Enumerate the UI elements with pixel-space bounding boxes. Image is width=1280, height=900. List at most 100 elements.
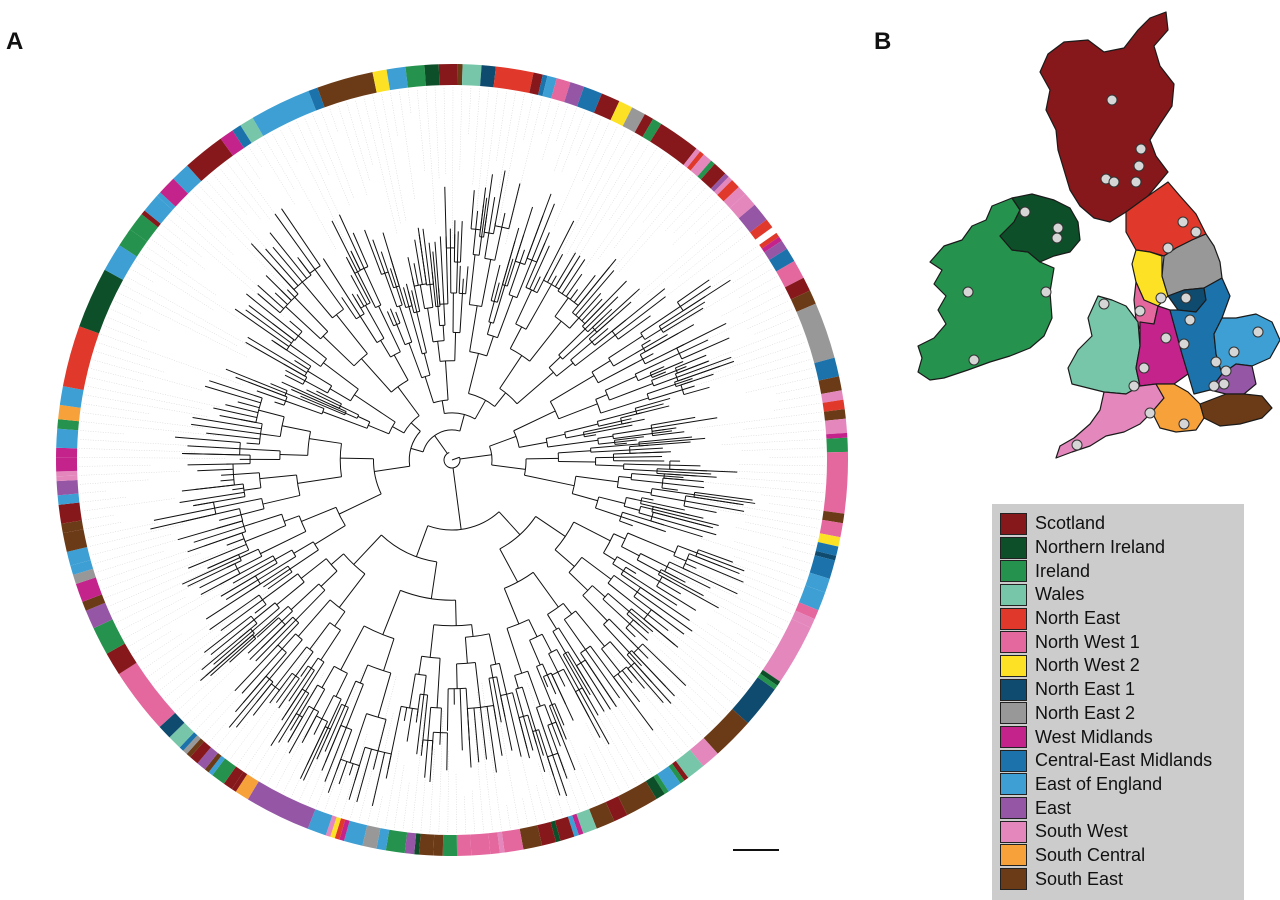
tree-branch xyxy=(330,553,344,565)
tree-branch xyxy=(673,545,679,556)
tree-branch xyxy=(444,360,449,400)
tree-branch xyxy=(316,715,328,723)
tree-branch xyxy=(543,672,552,678)
tree-branch xyxy=(473,708,480,763)
tree-branch xyxy=(580,662,611,710)
tip-guide-line xyxy=(734,541,811,564)
tree-branch xyxy=(306,389,341,407)
tree-branch xyxy=(424,740,429,778)
tree-branch xyxy=(262,573,299,601)
tree-branch xyxy=(660,301,706,330)
tree-branch xyxy=(225,579,259,601)
tree-branch xyxy=(544,704,553,724)
tree-branch xyxy=(639,437,706,445)
tree-branch xyxy=(320,629,341,661)
tree-branch xyxy=(674,381,677,387)
tree-branch xyxy=(558,328,586,356)
legend-label: North East 2 xyxy=(1035,702,1136,723)
tree-branch xyxy=(598,420,622,427)
tree-branch xyxy=(625,566,637,574)
tree-branch xyxy=(444,412,476,420)
tip-guide-line xyxy=(102,552,201,590)
tip-guide-line xyxy=(143,624,209,670)
tip-guide-line xyxy=(707,245,758,281)
tree-branch xyxy=(350,251,361,271)
tree-branch xyxy=(631,608,679,648)
tree-branch xyxy=(603,624,630,653)
tree-branch xyxy=(650,488,653,496)
tree-branch xyxy=(498,511,521,536)
tree-branch xyxy=(239,548,259,559)
tree-branch xyxy=(353,534,382,565)
tree-branch xyxy=(676,323,727,349)
tree-branch xyxy=(397,386,420,416)
tree-branch xyxy=(377,719,387,752)
tip-guide-line xyxy=(381,93,407,221)
tree-branch xyxy=(651,427,677,432)
tree-branch xyxy=(321,707,349,771)
tip-guide-line xyxy=(87,522,158,538)
tip-guide-line xyxy=(112,567,215,615)
ring-segment xyxy=(141,210,161,228)
tree-branch xyxy=(494,227,503,261)
map-region-scotland xyxy=(1039,11,1175,223)
tip-guide-line xyxy=(541,102,560,160)
tree-branch xyxy=(306,646,314,653)
tip-guide-line xyxy=(739,276,777,298)
tree-branch xyxy=(548,653,559,673)
tip-guide-line xyxy=(585,153,665,267)
tree-branch xyxy=(651,506,654,513)
tree-branch xyxy=(465,266,469,294)
tree-branch xyxy=(313,718,323,735)
tree-branch xyxy=(301,711,320,744)
tip-guide-line xyxy=(88,376,220,408)
tip-guide-line xyxy=(229,638,320,760)
tree-branch xyxy=(613,676,654,731)
tip-guide-line xyxy=(618,180,700,272)
tip-guide-line xyxy=(660,649,728,712)
tree-branch xyxy=(187,563,236,587)
tree-branch xyxy=(408,306,423,355)
tip-guide-line xyxy=(739,464,825,467)
tree-branch xyxy=(225,404,259,414)
tree-branch xyxy=(489,435,517,447)
tree-branch xyxy=(521,686,537,731)
panel-a-label: A xyxy=(6,28,24,55)
ring-segment xyxy=(235,774,259,800)
tree-branch xyxy=(506,694,522,757)
tip-guide-line xyxy=(518,747,538,824)
tree-branch xyxy=(481,259,492,307)
tree-branch xyxy=(456,231,459,263)
tree-branch xyxy=(649,366,665,374)
tip-guide-line xyxy=(481,682,502,830)
tree-branch xyxy=(205,583,261,620)
tree-branch xyxy=(253,602,276,621)
tip-guide-line xyxy=(164,620,259,699)
tree-branch xyxy=(276,581,305,606)
tree-branch xyxy=(430,561,438,599)
tree-branch xyxy=(245,341,305,377)
tree-branch xyxy=(618,476,632,479)
tip-guide-line xyxy=(455,774,458,833)
tree-branch xyxy=(308,705,319,713)
ring-segment xyxy=(56,447,78,458)
tree-branch xyxy=(419,284,426,309)
ring-segment xyxy=(56,457,78,472)
tree-branch xyxy=(591,328,609,343)
tree-branch xyxy=(439,732,441,745)
tree-branch xyxy=(321,695,335,720)
ring-segment xyxy=(819,519,843,538)
tree-branch xyxy=(258,423,263,445)
tree-branch xyxy=(355,680,364,685)
tip-guide-line xyxy=(84,394,208,417)
uk-ireland-region-map xyxy=(917,11,1280,459)
sampling-site-marker xyxy=(1190,226,1202,238)
tree-branch xyxy=(226,538,245,546)
tip-guide-line xyxy=(447,751,449,833)
ring-segment xyxy=(814,550,837,561)
tree-branch xyxy=(565,433,585,439)
tree-branch xyxy=(258,409,285,418)
tree-branch xyxy=(345,684,364,728)
tree-branch xyxy=(658,325,664,333)
tree-branch xyxy=(628,611,654,633)
